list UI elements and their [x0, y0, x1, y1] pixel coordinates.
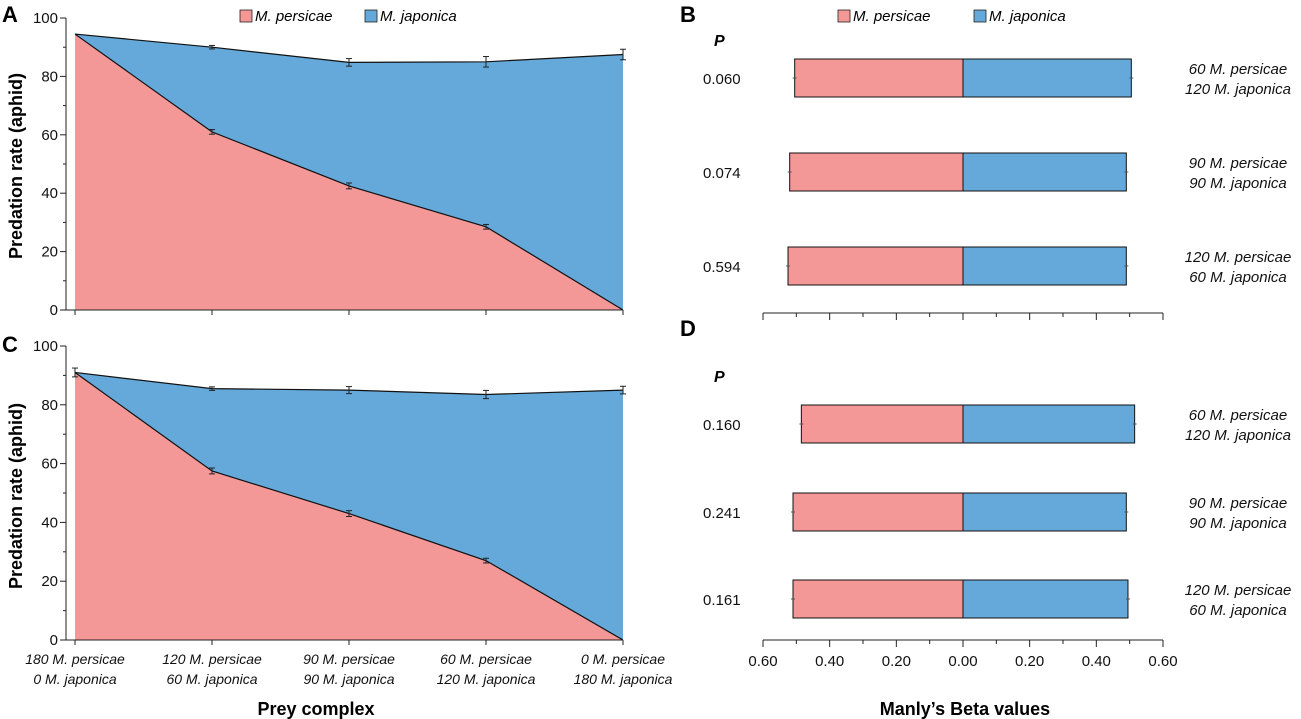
chart-b-treatment-label-2-0: 120 M. persicae	[1185, 249, 1292, 266]
chart-c-y-tick-label-0: 0	[50, 632, 58, 649]
chart-b-bar-persicae-0	[794, 58, 964, 98]
chart-c-area: 0 20 40 60 80 100 180 M. persicae 0 M. japonica…	[25, 338, 672, 687]
chart-a-y-tick-label-4: 80	[41, 68, 58, 85]
panel-label-b: B	[680, 2, 696, 27]
chart-b-bar-japonica-2	[962, 246, 1127, 286]
chart-a-area-persicae	[75, 34, 623, 311]
x-axis-title-beta: Manly’s Beta values	[880, 699, 1050, 719]
chart-c-x-tick-label-4-0: 0 M. persicae	[581, 651, 665, 667]
chart-d-bar-persicae-0	[800, 404, 964, 444]
chart-c-x-tick-label-1-1: 60 M. japonica	[166, 671, 257, 687]
panel-label-a: A	[2, 2, 18, 27]
chart-d-x-tick-label-2: 0.20	[882, 653, 911, 670]
chart-c-x-tick-label-0-0: 180 M. persicae	[25, 651, 125, 667]
chart-a-y-tick-label-3: 60	[41, 127, 58, 144]
chart-d-x-tick-label-1: 0.40	[815, 653, 844, 670]
y-axis-title-c: Predation rate (aphid)	[6, 403, 26, 589]
chart-b-bars: 0.060 60 M. persicae 120 M. japonica 0.074 9…	[703, 58, 1292, 320]
chart-c-x-tick-label-4-1: 180 M. japonica	[574, 671, 673, 687]
chart-b-treatment-label-0-1: 120 M. japonica	[1185, 81, 1291, 98]
p-header-d: P	[714, 369, 725, 386]
chart-a-area-japonica	[75, 34, 623, 311]
chart-b-bar-persicae-1	[789, 152, 964, 192]
chart-a-area: 0 20 40 60 80 100	[33, 10, 626, 319]
chart-d-x-tick-label-0: 0.60	[748, 653, 777, 670]
chart-d-bar-japonica-2	[962, 579, 1129, 619]
chart-b-p-value-1: 0.074	[703, 165, 741, 182]
legend-a-japonica-label: M. japonica	[380, 8, 457, 25]
chart-a-y-tick-label-0: 0	[50, 302, 58, 319]
p-header-b: P	[714, 33, 725, 50]
chart-c-y-tick-label-3: 60	[41, 456, 58, 473]
chart-c-x-tick-label-1-0: 120 M. persicae	[162, 651, 262, 667]
legend-b-japonica-swatch	[973, 9, 987, 23]
chart-c-area-persicae	[75, 372, 623, 640]
chart-d-treatment-label-2-1: 60 M. japonica	[1189, 602, 1287, 619]
chart-d-x-tick-label-4: 0.20	[1015, 653, 1044, 670]
chart-c-x-tick-label-0-1: 0 M. japonica	[33, 671, 116, 687]
chart-d-bar-persicae-2	[792, 579, 964, 619]
chart-d-x-tick-label-5: 0.40	[1082, 653, 1111, 670]
chart-d-treatment-label-0-1: 120 M. japonica	[1185, 427, 1291, 444]
chart-c-x-tick-label-3-1: 120 M. japonica	[437, 671, 536, 687]
panel-label-c: C	[2, 332, 18, 357]
chart-d-bar-persicae-1	[792, 492, 964, 532]
chart-d-treatment-label-1-0: 90 M. persicae	[1189, 495, 1287, 512]
chart-b-bar-japonica-1	[962, 152, 1127, 192]
chart-d-p-value-2: 0.161	[703, 592, 741, 609]
chart-c-y-tick-label-2: 40	[41, 514, 58, 531]
chart-a-y-tick-label-2: 40	[41, 185, 58, 202]
chart-c-x-tick-label-3-0: 60 M. persicae	[440, 651, 532, 667]
chart-d-bar-japonica-0	[962, 404, 1136, 444]
panel-label-d: D	[680, 316, 696, 341]
chart-b-bar-persicae-2	[787, 246, 964, 286]
chart-d-p-value-1: 0.241	[703, 505, 741, 522]
legend-a-persicae-swatch	[239, 9, 253, 23]
chart-a-y-tick-label-1: 20	[41, 244, 58, 261]
y-axis-title-a: Predation rate (aphid)	[6, 73, 26, 259]
legend-a: M. persicae M. japonica	[239, 8, 457, 25]
chart-d-treatment-label-2-0: 120 M. persicae	[1185, 582, 1292, 599]
legend-a-persicae-label: M. persicae	[255, 8, 333, 25]
legend-a-japonica-swatch	[364, 9, 378, 23]
chart-b-p-value-2: 0.594	[703, 259, 741, 276]
x-axis-title-prey: Prey complex	[257, 699, 374, 719]
legend-b-persicae-swatch	[837, 9, 851, 23]
legend-b-persicae-label: M. persicae	[853, 8, 931, 25]
chart-d-p-value-0: 0.160	[703, 417, 741, 434]
chart-c-area-japonica	[75, 372, 623, 640]
legend-b: M. persicae M. japonica	[837, 8, 1066, 25]
chart-b-bar-japonica-0	[962, 58, 1132, 98]
chart-c-y-tick-label-1: 20	[41, 573, 58, 590]
chart-b-treatment-label-1-0: 90 M. persicae	[1189, 155, 1287, 172]
chart-a-y-tick-label-5: 100	[33, 10, 58, 27]
chart-d-bar-japonica-1	[962, 492, 1127, 532]
chart-b-treatment-label-0-0: 60 M. persicae	[1189, 61, 1287, 78]
chart-c-y-tick-label-4: 80	[41, 397, 58, 414]
chart-b-treatment-label-1-1: 90 M. japonica	[1189, 175, 1287, 192]
chart-d-treatment-label-0-0: 60 M. persicae	[1189, 407, 1287, 424]
chart-b-treatment-label-2-1: 60 M. japonica	[1189, 269, 1287, 286]
chart-b-p-value-0: 0.060	[703, 71, 741, 88]
chart-d-x-tick-label-6: 0.60	[1148, 653, 1177, 670]
chart-d-x-tick-label-3: 0.00	[948, 653, 977, 670]
legend-b-japonica-label: M. japonica	[989, 8, 1066, 25]
chart-c-y-tick-label-5: 100	[33, 338, 58, 355]
chart-c-x-tick-label-2-1: 90 M. japonica	[303, 671, 394, 687]
chart-d-bars: 0.160 60 M. persicae 120 M. japonica 0.241 9…	[703, 404, 1292, 670]
chart-d-treatment-label-1-1: 90 M. japonica	[1189, 515, 1287, 532]
chart-c-x-tick-label-2-0: 90 M. persicae	[303, 651, 395, 667]
